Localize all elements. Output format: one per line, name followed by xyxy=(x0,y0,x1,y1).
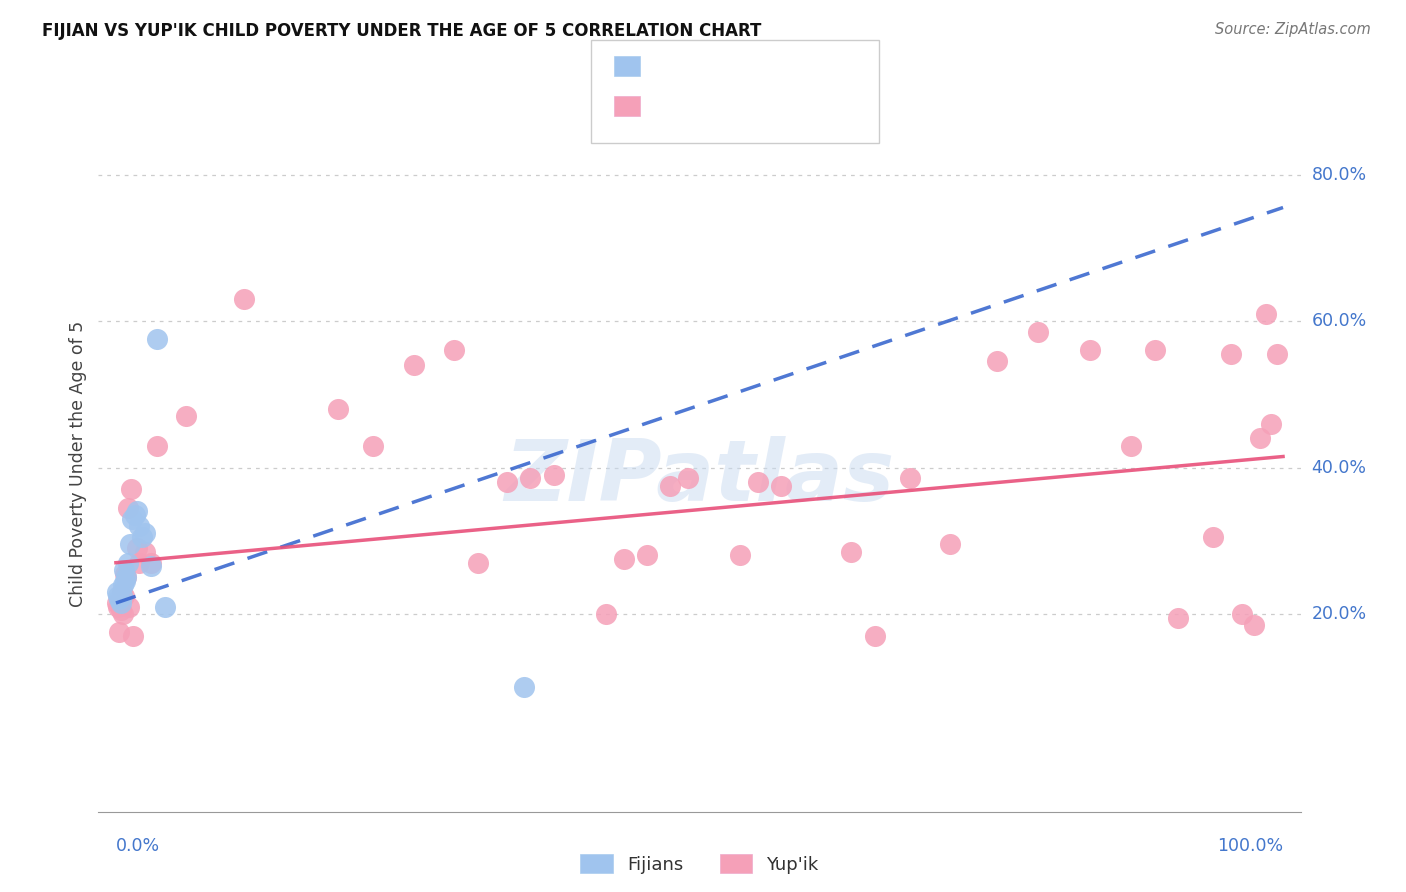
Point xyxy=(124,508,146,522)
Point xyxy=(361,438,384,452)
Point xyxy=(613,552,636,566)
Point xyxy=(402,358,425,372)
Point xyxy=(496,475,519,490)
Point xyxy=(128,556,150,570)
Point xyxy=(108,625,131,640)
Point xyxy=(1143,343,1166,358)
Point xyxy=(111,585,134,599)
Point xyxy=(1230,607,1253,621)
Point xyxy=(122,629,145,643)
Point xyxy=(595,607,617,621)
Point xyxy=(1249,431,1271,445)
Point xyxy=(146,332,169,346)
Text: 100.0%: 100.0% xyxy=(1218,837,1284,855)
Point xyxy=(114,566,136,581)
Point xyxy=(134,545,156,559)
Text: R =  0.330    N =  54: R = 0.330 N = 54 xyxy=(651,97,832,115)
Point xyxy=(117,556,139,570)
Point xyxy=(543,467,565,482)
Point xyxy=(839,545,862,559)
Point xyxy=(107,599,129,614)
Point xyxy=(326,401,349,416)
Text: 60.0%: 60.0% xyxy=(1312,312,1367,330)
Text: 0.0%: 0.0% xyxy=(115,837,160,855)
Point xyxy=(115,570,138,584)
Point xyxy=(153,599,176,614)
Point xyxy=(110,596,132,610)
Point xyxy=(146,438,169,452)
Point xyxy=(1202,530,1225,544)
Point xyxy=(1080,343,1102,358)
Point xyxy=(139,559,162,574)
Text: 20.0%: 20.0% xyxy=(1312,605,1367,623)
Point xyxy=(108,592,131,607)
Point xyxy=(128,519,150,533)
Point xyxy=(112,589,135,603)
Point xyxy=(1026,325,1049,339)
Point xyxy=(747,475,769,490)
Point xyxy=(111,577,134,591)
Point xyxy=(105,585,128,599)
Point xyxy=(110,603,132,617)
Point xyxy=(1167,610,1189,624)
Point xyxy=(174,409,197,424)
Point xyxy=(1121,438,1143,452)
Point xyxy=(467,556,489,570)
Point xyxy=(659,479,682,493)
Point xyxy=(115,570,138,584)
Text: ZIPatlas: ZIPatlas xyxy=(505,436,894,519)
Point xyxy=(111,589,134,603)
Point xyxy=(112,563,135,577)
Point xyxy=(121,512,143,526)
Point xyxy=(233,292,256,306)
Point xyxy=(134,526,156,541)
Point xyxy=(986,354,1008,368)
Text: 40.0%: 40.0% xyxy=(1312,458,1367,476)
Text: Source: ZipAtlas.com: Source: ZipAtlas.com xyxy=(1215,22,1371,37)
Point xyxy=(118,599,141,614)
Point xyxy=(636,549,658,563)
Point xyxy=(863,629,886,643)
Legend: Fijians, Yup'ik: Fijians, Yup'ik xyxy=(571,845,828,883)
Point xyxy=(770,479,793,493)
Point xyxy=(443,343,465,358)
Point xyxy=(117,500,139,515)
Point xyxy=(125,504,148,518)
Point xyxy=(513,680,536,694)
Point xyxy=(519,471,541,485)
Point xyxy=(107,589,129,603)
Point xyxy=(120,483,142,497)
Point xyxy=(1265,347,1288,361)
Point xyxy=(111,607,134,621)
Point xyxy=(114,574,136,588)
Point xyxy=(131,530,153,544)
Text: FIJIAN VS YUP'IK CHILD POVERTY UNDER THE AGE OF 5 CORRELATION CHART: FIJIAN VS YUP'IK CHILD POVERTY UNDER THE… xyxy=(42,22,762,40)
Text: 80.0%: 80.0% xyxy=(1312,166,1367,184)
Point xyxy=(139,556,162,570)
Point xyxy=(125,541,148,555)
Y-axis label: Child Poverty Under the Age of 5: Child Poverty Under the Age of 5 xyxy=(69,321,87,607)
Point xyxy=(676,471,699,485)
Point xyxy=(1219,347,1241,361)
Point xyxy=(1260,417,1282,431)
Point xyxy=(105,596,128,610)
Point xyxy=(1243,618,1265,632)
Point xyxy=(939,537,962,551)
Point xyxy=(898,471,921,485)
Text: R =  0.165    N =  21: R = 0.165 N = 21 xyxy=(651,57,832,75)
Point xyxy=(118,537,141,551)
Point xyxy=(1254,307,1277,321)
Point xyxy=(730,549,752,563)
